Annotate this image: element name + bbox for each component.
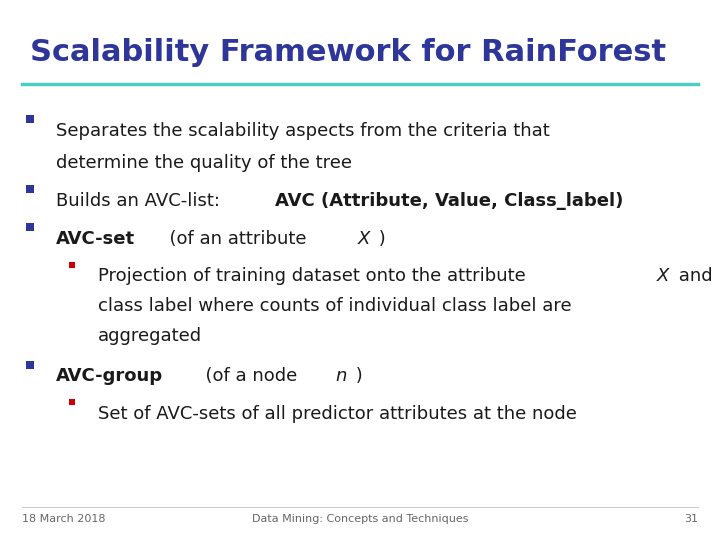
Text: (of an attribute: (of an attribute (158, 230, 312, 247)
Text: aggregated: aggregated (98, 327, 202, 345)
Text: AVC-group: AVC-group (56, 367, 163, 385)
Text: and: and (673, 267, 713, 285)
Text: Set of AVC-sets of all predictor attributes at the node: Set of AVC-sets of all predictor attribu… (98, 405, 582, 423)
Text: AVC (Attribute, Value, Class_label): AVC (Attribute, Value, Class_label) (275, 192, 624, 210)
Text: 31: 31 (685, 514, 698, 524)
Text: Projection of training dataset onto the attribute: Projection of training dataset onto the … (98, 267, 531, 285)
Text: Separates the scalability aspects from the criteria that: Separates the scalability aspects from t… (56, 122, 550, 139)
Text: AVC-set: AVC-set (56, 230, 135, 247)
Text: class label where counts of individual class label are: class label where counts of individual c… (98, 297, 572, 315)
Text: X: X (357, 230, 369, 247)
Text: ): ) (373, 230, 386, 247)
Text: n: n (335, 367, 346, 385)
Text: ): ) (350, 367, 362, 385)
Text: 18 March 2018: 18 March 2018 (22, 514, 105, 524)
Text: Builds an AVC-list:: Builds an AVC-list: (56, 192, 226, 210)
Text: X: X (657, 267, 670, 285)
Text: determine the quality of the tree: determine the quality of the tree (56, 154, 352, 172)
Text: Data Mining: Concepts and Techniques: Data Mining: Concepts and Techniques (252, 514, 468, 524)
Text: (of a node: (of a node (194, 367, 303, 385)
Text: Scalability Framework for RainForest: Scalability Framework for RainForest (30, 38, 667, 67)
